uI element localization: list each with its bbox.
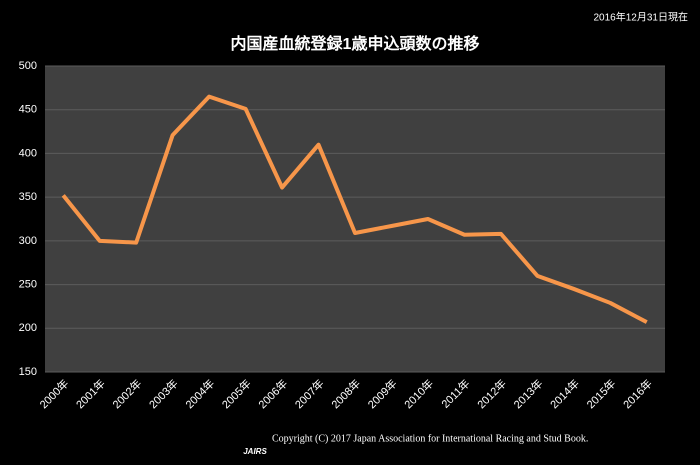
y-tick-label: 350 [19,191,37,203]
y-tick-label: 400 [19,147,37,159]
y-tick-label: 200 [19,322,37,334]
y-tick-label: 150 [19,366,37,378]
chart-title: 内国産血統登録1歳申込頭数の推移 [231,34,480,53]
y-tick-label: 250 [19,278,37,290]
date-note: 2016年12月31日現在 [594,11,689,24]
copyright: Copyright (C) 2017 Japan Association for… [272,433,588,444]
data-line [61,94,648,324]
logo: JAIRS [243,447,267,456]
y-tick-label: 500 [19,60,37,72]
plot-area [45,66,665,372]
y-tick-label: 300 [19,235,37,247]
y-tick-label: 450 [19,104,37,116]
